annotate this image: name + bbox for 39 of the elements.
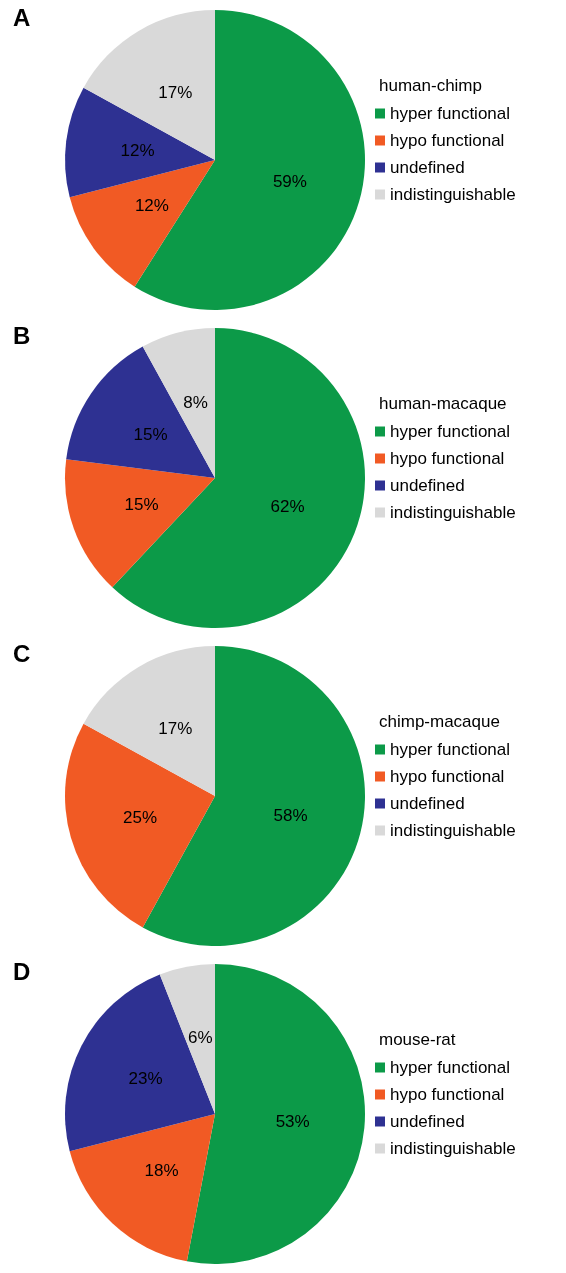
chart-title: D [13,957,31,985]
data-label: 62% [270,497,305,517]
data-label: 59% [272,172,307,192]
data-label: 17% [158,83,193,103]
chart-title: A [13,3,31,31]
chart-title: B [13,321,31,349]
legend-label: hyper functional [390,740,511,759]
legend-label: hyper functional [390,1058,511,1077]
legend-label: indistinguishable [390,1139,516,1158]
legend-label: indistinguishable [390,821,516,840]
data-label: 15% [133,424,168,444]
chart-title: C [13,639,31,667]
legend-label: hypo functional [390,1085,505,1104]
data-label: 8% [183,392,208,412]
data-label: 17% [158,719,193,739]
data-label: 25% [123,808,158,828]
legend-label: undefined [390,794,465,813]
legend-label: hypo functional [390,131,505,150]
legend-label: hypo functional [390,449,505,468]
data-label: 12% [120,140,155,160]
legend-title: mouse-rat [379,1030,456,1049]
legend-label: hyper functional [390,104,511,123]
data-label: 53% [275,1111,310,1131]
legend-label: hyper functional [390,422,511,441]
data-label: 18% [144,1161,179,1181]
legend-label: indistinguishable [390,185,516,204]
data-label: 6% [188,1027,213,1047]
legend-title: human-macaque [379,394,507,413]
legend-label: undefined [390,158,465,177]
data-label: 23% [128,1069,163,1089]
legend-title: chimp-macaque [379,712,500,731]
data-label: 15% [124,494,159,514]
legend-label: undefined [390,476,465,495]
legend-title: human-chimp [379,76,482,95]
data-label: 12% [134,196,169,216]
legend-label: indistinguishable [390,503,516,522]
legend-label: hypo functional [390,767,505,786]
data-label: 58% [273,805,308,825]
legend-label: undefined [390,1112,465,1131]
